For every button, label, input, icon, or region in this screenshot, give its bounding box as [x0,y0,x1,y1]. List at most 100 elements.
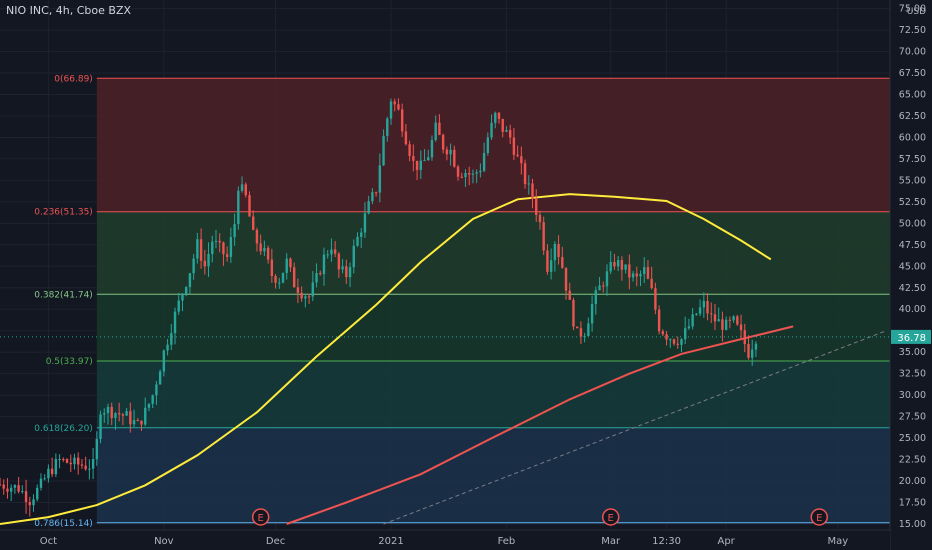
candle-body [665,334,668,340]
candle-body [691,314,694,327]
candle-body [184,287,188,294]
fib-level-label: 0.786(15.14) [34,519,93,529]
candle-body [512,137,516,155]
trend-lines [0,193,890,525]
candle-body [88,468,91,470]
y-tick-label: 42.50 [899,283,926,294]
price-axis[interactable]: USD 15.00 17.50 20.00 22.50 25.00 27.50 30.00 32… [889,0,932,550]
candle-body [706,300,709,314]
candle-body [2,484,5,489]
candle-body [103,413,106,415]
candle-body [479,170,482,173]
candle-body [65,459,69,463]
candle-body [181,293,184,301]
candle-body [602,285,605,287]
candle-body [95,438,99,460]
candle-body [170,333,173,345]
candle-body [356,236,359,246]
candle-body [285,258,288,273]
candle-body [62,459,65,461]
candle-body [58,459,61,461]
candle-body [713,314,717,322]
currency-label: USD [907,7,926,17]
candle-body [572,299,575,327]
y-tick-label: 20.00 [899,476,926,487]
candle-body [199,239,203,261]
earnings-marker-label: E [608,513,614,524]
candle-body [47,468,50,479]
candle-body [739,324,743,331]
candle-body [326,254,329,256]
candle-body [203,260,207,267]
candle-body [24,491,28,503]
candle-body [196,239,199,259]
candle-body [39,478,43,488]
candle-body [710,313,713,315]
candle-body [337,253,341,270]
candle-body [21,491,24,493]
candle-body [635,273,638,277]
y-tick-label: 50.00 [899,218,926,229]
candle-body [628,264,631,278]
candle-body [17,485,20,492]
candle-body [594,290,598,305]
candle-body [427,157,430,161]
candle-body [84,465,87,470]
candle-body [233,224,236,238]
candle-body [490,122,493,138]
fib-zone [96,78,891,212]
candle-body [672,339,676,344]
y-tick-label: 65.00 [899,89,926,100]
candle-body [322,254,326,275]
candle-body [456,166,460,177]
candle-body [389,101,393,119]
candle-body [460,176,463,178]
candle-body [583,335,586,337]
candle-body [360,232,363,237]
y-tick-label: 45.00 [899,261,926,272]
candle-body [237,190,240,225]
candle-body [192,258,195,274]
candle-body [266,247,270,260]
candle-body [683,328,687,340]
candle-body [225,254,229,257]
candle-body [333,249,337,254]
candle-body [397,104,400,110]
candle-body [125,411,128,416]
candle-body [687,326,691,329]
candle-body [464,173,467,178]
candle-body [538,214,542,223]
candle-body [36,487,39,500]
y-tick-label: 15.00 [899,519,926,530]
time-axis[interactable]: Oct Nov Dec 2021 Feb Mar 12:30 Apr May [0,529,890,550]
candle-body [654,288,657,310]
y-tick-label: 62.50 [899,111,926,122]
candle-body [9,487,13,492]
candle-body [650,278,653,289]
candle-body [575,326,579,329]
candle-body [281,272,285,283]
candle-body [151,395,154,404]
candle-body [207,253,210,267]
candle-body [278,282,281,284]
candle-body [400,109,404,132]
y-tick-label: 72.50 [899,25,926,36]
candle-body [438,122,441,135]
trend-line-dashed [383,330,887,525]
candle-body [505,130,508,132]
candle-body [173,311,177,334]
fib-zone [96,427,891,523]
y-tick-label: 70.00 [899,47,926,58]
candle-body [441,134,445,150]
candle-body [255,229,259,244]
candle-body [177,300,180,312]
candle-body [494,112,497,123]
candle-body [363,213,367,233]
x-tick-label: Feb [498,536,516,547]
earnings-marker-label: E [258,513,264,524]
candle-body [110,406,113,419]
candle-body [129,411,132,425]
candle-body [624,264,627,270]
candle-body [393,101,396,105]
